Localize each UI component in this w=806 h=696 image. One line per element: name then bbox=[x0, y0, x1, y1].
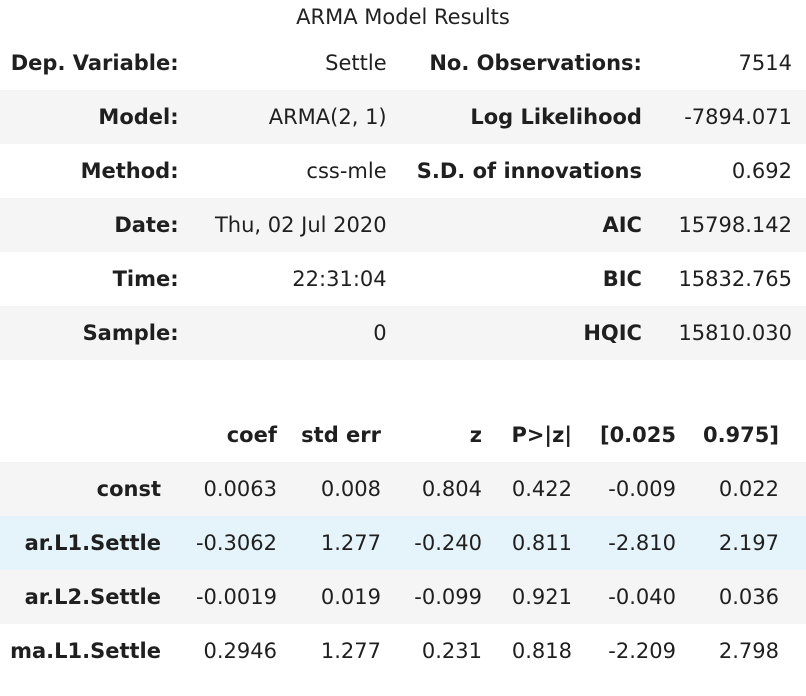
summary-label: AIC bbox=[602, 213, 642, 237]
cell-ci-lower: -2.209 bbox=[608, 639, 676, 663]
cell-coef: 0.0063 bbox=[203, 477, 277, 501]
summary-value: -7894.071 bbox=[684, 105, 792, 129]
summary-label: Date: bbox=[114, 213, 179, 237]
summary-label: No. Observations: bbox=[429, 51, 642, 75]
summary-value: 0.692 bbox=[731, 159, 792, 183]
summary-label: Sample: bbox=[82, 321, 179, 345]
table-row: Date: Thu, 02 Jul 2020 AIC 15798.142 bbox=[0, 198, 806, 252]
cell-coef: 0.2946 bbox=[203, 639, 277, 663]
table-row: Method: css-mle S.D. of innovations 0.69… bbox=[0, 144, 806, 198]
cell-std-err: 0.008 bbox=[320, 477, 381, 501]
summary-value: css-mle bbox=[306, 159, 387, 183]
cell-ci-lower: -0.009 bbox=[608, 477, 676, 501]
table-row: ar.L2.Settle -0.0019 0.019 -0.099 0.921 … bbox=[0, 570, 806, 624]
cell-z: 0.804 bbox=[421, 477, 482, 501]
summary-value: 15810.030 bbox=[678, 321, 792, 345]
table-row: Time: 22:31:04 BIC 15832.765 bbox=[0, 252, 806, 306]
summary-label: Log Likelihood bbox=[470, 105, 642, 129]
summary-value: 7514 bbox=[738, 51, 792, 75]
summary-value: Thu, 02 Jul 2020 bbox=[214, 213, 387, 237]
table-row: const 0.0063 0.008 0.804 0.422 -0.009 0.… bbox=[0, 462, 806, 516]
table-row: ar.L1.Settle -0.3062 1.277 -0.240 0.811 … bbox=[0, 516, 806, 570]
summary-label: Time: bbox=[112, 267, 179, 291]
cell-ci-upper: 2.798 bbox=[718, 639, 779, 663]
summary-label: S.D. of innovations bbox=[416, 159, 642, 183]
cell-ci-lower: -0.040 bbox=[608, 585, 676, 609]
cell-std-err: 1.277 bbox=[320, 531, 381, 555]
column-header-std-err: std err bbox=[301, 423, 381, 447]
column-header-p-value: P>|z| bbox=[511, 423, 572, 447]
row-label: ar.L2.Settle bbox=[24, 585, 161, 609]
table-row: ma.L1.Settle 0.2946 1.277 0.231 0.818 -2… bbox=[0, 624, 806, 678]
cell-std-err: 0.019 bbox=[320, 585, 381, 609]
summary-value: ARMA(2, 1) bbox=[268, 105, 387, 129]
summary-value: 22:31:04 bbox=[292, 267, 387, 291]
cell-z: 0.231 bbox=[421, 639, 482, 663]
summary-label: Dep. Variable: bbox=[10, 51, 179, 75]
cell-std-err: 1.277 bbox=[320, 639, 381, 663]
cell-coef: -0.0019 bbox=[195, 585, 277, 609]
summary-label: BIC bbox=[602, 267, 642, 291]
cell-z: -0.099 bbox=[414, 585, 482, 609]
summary-label: Method: bbox=[80, 159, 179, 183]
table-caption: ARMA Model Results bbox=[296, 5, 510, 29]
column-header-ci-upper: 0.975] bbox=[702, 423, 779, 447]
summary-value: 0 bbox=[373, 321, 387, 345]
cell-ci-upper: 2.197 bbox=[718, 531, 779, 555]
cell-p-value: 0.811 bbox=[511, 531, 572, 555]
cell-ci-upper: 0.036 bbox=[718, 585, 779, 609]
cell-z: -0.240 bbox=[414, 531, 482, 555]
cell-ci-lower: -2.810 bbox=[608, 531, 676, 555]
summary-value: Settle bbox=[325, 51, 387, 75]
coefficient-table: coef std err z P>|z| [0.025 0.975] const… bbox=[0, 408, 806, 678]
summary-label: HQIC bbox=[583, 321, 642, 345]
row-label: const bbox=[96, 477, 161, 501]
cell-p-value: 0.818 bbox=[511, 639, 572, 663]
summary-label: Model: bbox=[98, 105, 179, 129]
column-header-ci-lower: [0.025 bbox=[599, 423, 676, 447]
table-header-row: coef std err z P>|z| [0.025 0.975] bbox=[0, 408, 806, 462]
row-label: ma.L1.Settle bbox=[10, 639, 161, 663]
row-label: ar.L1.Settle bbox=[24, 531, 161, 555]
column-header-z: z bbox=[469, 423, 482, 447]
summary-value: 15798.142 bbox=[678, 213, 792, 237]
cell-p-value: 0.921 bbox=[511, 585, 572, 609]
cell-ci-upper: 0.022 bbox=[718, 477, 779, 501]
model-summary-table: Dep. Variable: Settle No. Observations: … bbox=[0, 36, 806, 360]
cell-p-value: 0.422 bbox=[511, 477, 572, 501]
table-row: Model: ARMA(2, 1) Log Likelihood -7894.0… bbox=[0, 90, 806, 144]
table-row: Dep. Variable: Settle No. Observations: … bbox=[0, 36, 806, 90]
cell-coef: -0.3062 bbox=[195, 531, 277, 555]
column-header-coef: coef bbox=[226, 423, 277, 447]
summary-value: 15832.765 bbox=[678, 267, 792, 291]
column-header-empty bbox=[0, 408, 161, 462]
table-row: Sample: 0 HQIC 15810.030 bbox=[0, 306, 806, 360]
